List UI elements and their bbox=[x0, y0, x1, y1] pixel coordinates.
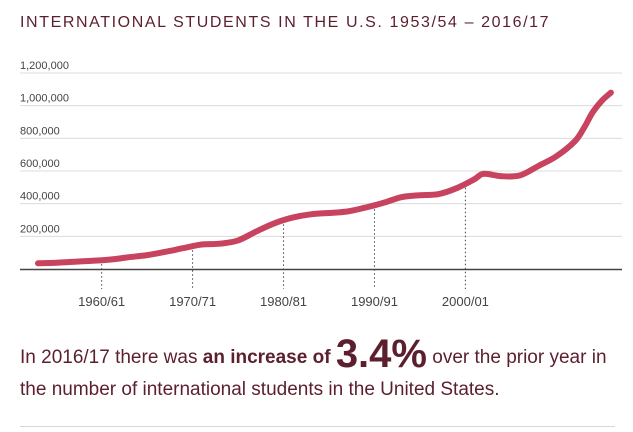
x-tick-label: 1970/71 bbox=[169, 294, 216, 309]
line-chart: 200,000 400,000 600,000 800,000 1,000,000 1,2… bbox=[20, 60, 622, 309]
caption-suffix: over the prior year in the number of int… bbox=[20, 347, 607, 400]
increase-value: 3.4% bbox=[335, 332, 427, 376]
y-tick-label: 800,000 bbox=[20, 125, 60, 137]
x-tick-label: 1980/81 bbox=[260, 294, 307, 309]
x-tick-label: 1960/61 bbox=[78, 294, 125, 309]
bottom-divider bbox=[20, 426, 615, 427]
caption-prefix: In 2016/17 there was bbox=[20, 347, 203, 368]
y-tick-label: 1,200,000 bbox=[20, 60, 69, 72]
chart-title: INTERNATIONAL STUDENTS IN THE U.S. 1953/… bbox=[20, 14, 551, 31]
y-tick-label: 1,000,000 bbox=[20, 93, 69, 105]
y-tick-label: 200,000 bbox=[20, 223, 60, 235]
x-tick-label: 1990/91 bbox=[351, 294, 398, 309]
summary-caption: In 2016/17 there was an increase of 3.4%… bbox=[20, 334, 620, 406]
y-tick-label: 600,000 bbox=[20, 158, 60, 170]
x-tick-label: 2000/01 bbox=[442, 294, 489, 309]
series-line-international-students bbox=[35, 89, 614, 267]
y-tick-label: 400,000 bbox=[20, 191, 60, 203]
caption-highlight: an increase of bbox=[202, 347, 331, 368]
